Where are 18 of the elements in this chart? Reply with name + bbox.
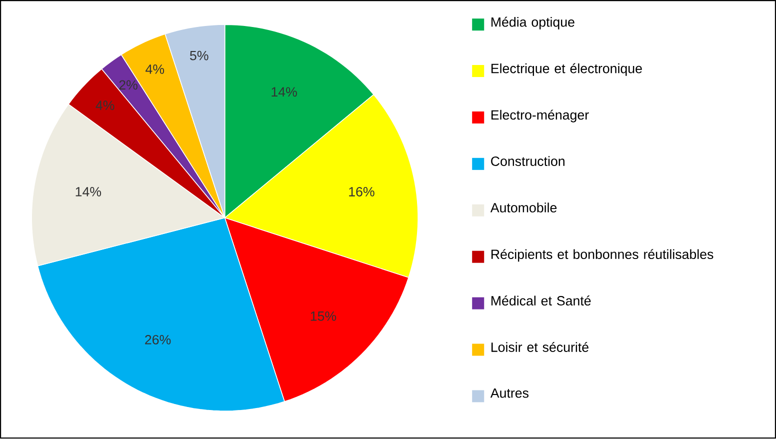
legend-label: Construction — [491, 156, 564, 166]
legend-label: Autres — [490, 388, 528, 398]
data-label: 5% — [190, 51, 208, 60]
legend-label: Electrique et électronique — [491, 63, 642, 76]
data-label: 14% — [272, 87, 297, 97]
data-label: 4% — [146, 64, 164, 74]
data-label: 14% — [76, 187, 102, 197]
legend-label: Loisir et sécurité — [491, 342, 588, 352]
legend-label: Récipients et bonbonnes réutilisables — [491, 249, 714, 262]
data-label: 4% — [96, 100, 114, 110]
legend-label: Média optique — [491, 17, 574, 30]
data-label: 26% — [145, 335, 171, 345]
legend-label: Médical et Santé — [491, 296, 591, 306]
data-label: 2% — [119, 80, 138, 90]
data-label: 16% — [349, 187, 374, 197]
legend-label: Electro-ménager — [491, 110, 589, 123]
data-label: 15% — [310, 312, 336, 322]
legend-label: Automobile — [490, 202, 557, 213]
